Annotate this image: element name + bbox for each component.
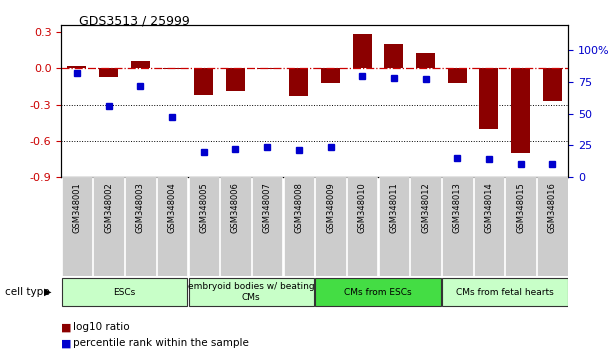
Text: GDS3513 / 25999: GDS3513 / 25999	[79, 14, 190, 27]
FancyBboxPatch shape	[379, 177, 409, 276]
Bar	[131, 61, 150, 68]
Bar	[67, 66, 87, 68]
FancyBboxPatch shape	[252, 177, 282, 276]
FancyBboxPatch shape	[284, 177, 314, 276]
Text: GSM348005: GSM348005	[199, 182, 208, 233]
Text: GSM348009: GSM348009	[326, 182, 335, 233]
FancyBboxPatch shape	[347, 177, 378, 276]
Text: cell type: cell type	[5, 287, 49, 297]
Bar	[543, 68, 562, 101]
Text: GSM348001: GSM348001	[73, 182, 81, 233]
Bar	[448, 68, 467, 83]
Text: GSM348004: GSM348004	[167, 182, 177, 233]
FancyBboxPatch shape	[411, 177, 441, 276]
Text: percentile rank within the sample: percentile rank within the sample	[73, 338, 249, 348]
Bar	[194, 68, 213, 95]
Text: CMs from fetal hearts: CMs from fetal hearts	[456, 287, 554, 297]
Text: GSM348016: GSM348016	[548, 182, 557, 233]
FancyBboxPatch shape	[442, 278, 568, 306]
Text: CMs from ESCs: CMs from ESCs	[344, 287, 412, 297]
Text: ■: ■	[61, 322, 71, 332]
FancyBboxPatch shape	[62, 177, 92, 276]
Bar	[226, 68, 245, 91]
Text: ■: ■	[61, 338, 71, 348]
Bar	[416, 52, 435, 68]
Text: ESCs: ESCs	[114, 287, 136, 297]
Text: ▶: ▶	[44, 287, 51, 297]
Bar	[163, 68, 181, 69]
Bar	[511, 68, 530, 153]
FancyBboxPatch shape	[125, 177, 156, 276]
Bar	[480, 68, 499, 129]
FancyBboxPatch shape	[189, 278, 314, 306]
Text: GSM348012: GSM348012	[421, 182, 430, 233]
FancyBboxPatch shape	[189, 177, 219, 276]
Bar	[384, 44, 403, 68]
FancyBboxPatch shape	[442, 177, 472, 276]
Text: GSM348010: GSM348010	[357, 182, 367, 233]
Text: GSM348002: GSM348002	[104, 182, 113, 233]
FancyBboxPatch shape	[62, 278, 187, 306]
FancyBboxPatch shape	[537, 177, 568, 276]
FancyBboxPatch shape	[220, 177, 251, 276]
Text: GSM348003: GSM348003	[136, 182, 145, 233]
Bar	[99, 68, 118, 77]
FancyBboxPatch shape	[93, 177, 124, 276]
Text: GSM348008: GSM348008	[295, 182, 303, 233]
Text: GSM348011: GSM348011	[389, 182, 398, 233]
FancyBboxPatch shape	[157, 177, 187, 276]
FancyBboxPatch shape	[505, 177, 536, 276]
Bar	[321, 68, 340, 83]
Text: GSM348007: GSM348007	[263, 182, 272, 233]
Bar	[290, 68, 309, 96]
FancyBboxPatch shape	[315, 177, 346, 276]
Text: GSM348006: GSM348006	[231, 182, 240, 233]
Text: log10 ratio: log10 ratio	[73, 322, 130, 332]
Text: GSM348014: GSM348014	[485, 182, 494, 233]
Text: GSM348015: GSM348015	[516, 182, 525, 233]
Text: embryoid bodies w/ beating
CMs: embryoid bodies w/ beating CMs	[188, 282, 315, 302]
FancyBboxPatch shape	[474, 177, 504, 276]
Bar	[258, 68, 277, 69]
Text: GSM348013: GSM348013	[453, 182, 462, 233]
Bar	[353, 34, 371, 68]
FancyBboxPatch shape	[315, 278, 441, 306]
